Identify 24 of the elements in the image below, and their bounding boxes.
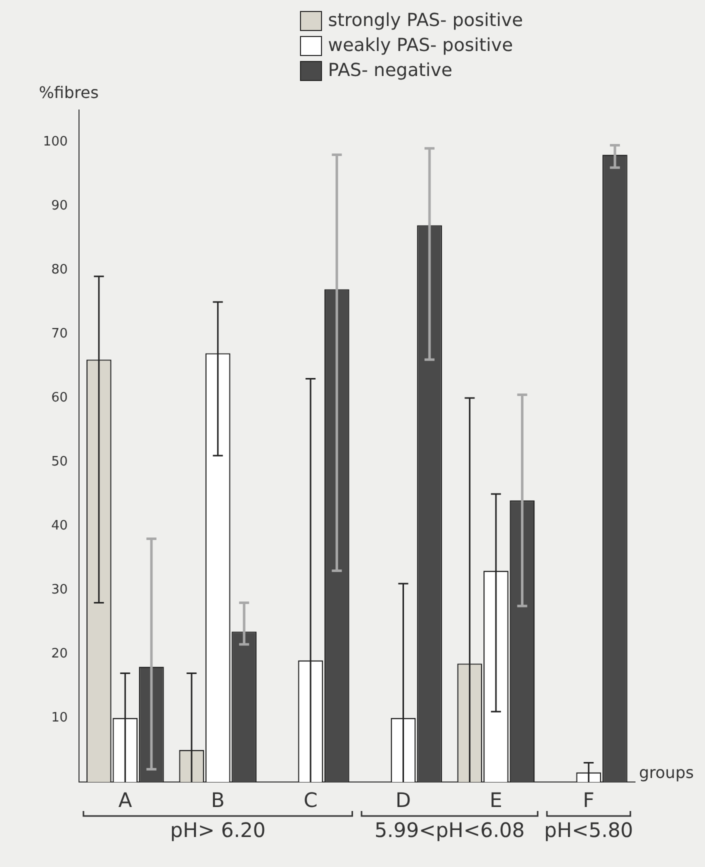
y-tick-label: 100 xyxy=(42,134,68,150)
y-tick-label: 60 xyxy=(51,390,68,406)
y-tick-label: 30 xyxy=(51,582,68,598)
x-tick-label: D xyxy=(396,788,411,812)
y-tick-label: 80 xyxy=(51,262,68,278)
text: 5.99<pH<6.08 xyxy=(374,818,525,842)
legend-label: strongly PAS- positive xyxy=(328,10,523,31)
x-tick-label: F xyxy=(582,788,594,812)
legend-label: weakly PAS- positive xyxy=(328,35,513,56)
x-axis-title: groups xyxy=(639,763,694,782)
legend-label: PAS- negative xyxy=(328,60,452,81)
x-tick-label: B xyxy=(210,788,225,812)
x-tick-label: A xyxy=(118,788,132,812)
y-tick-label: 50 xyxy=(51,454,68,470)
y-tick-label: 90 xyxy=(51,198,68,214)
text: pH<5.80 xyxy=(544,818,634,842)
x-tick-label: C xyxy=(304,788,318,812)
y-tick-label: 20 xyxy=(51,646,68,662)
x-tick-label: E xyxy=(490,788,502,812)
text: pH> 6.20 xyxy=(170,818,266,842)
y-axis-title: %fibres xyxy=(38,83,99,102)
y-tick-label: 10 xyxy=(51,710,68,726)
y-tick-label: 70 xyxy=(51,326,68,342)
y-tick-label: 40 xyxy=(51,518,68,534)
